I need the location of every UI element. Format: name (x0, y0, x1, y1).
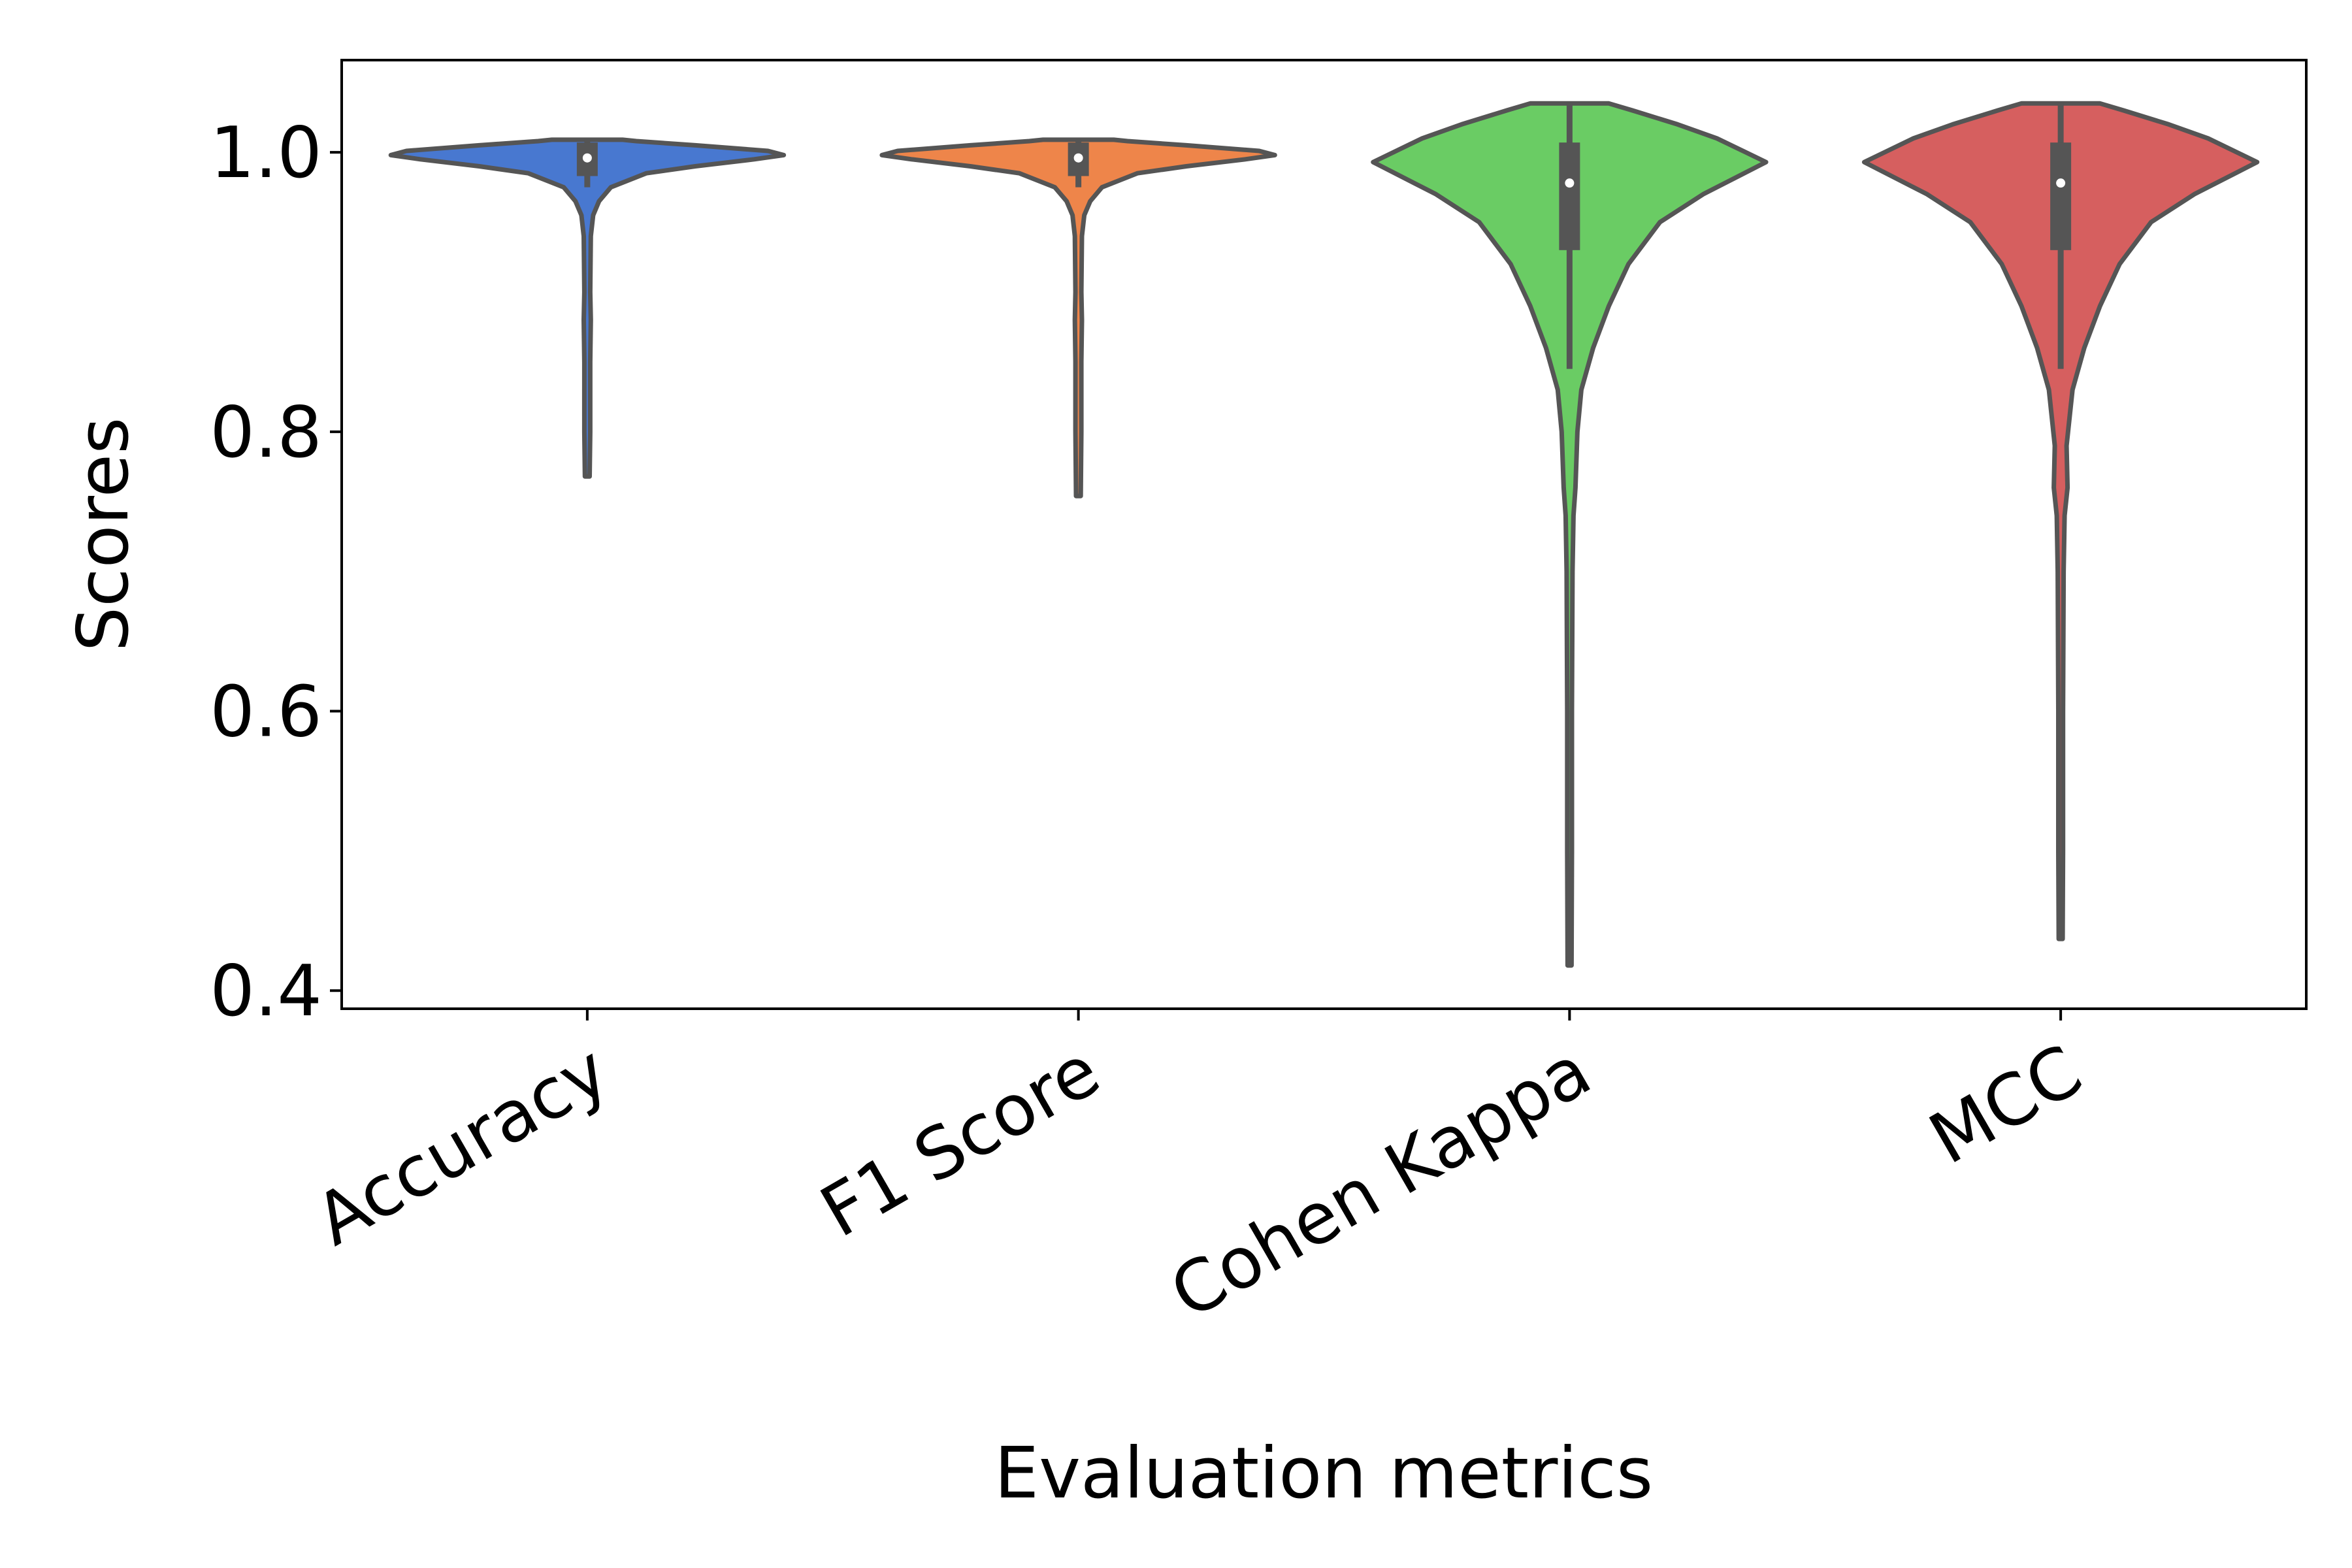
x-axis-label: Evaluation metrics (994, 1433, 1653, 1514)
violin-body (1861, 101, 2260, 941)
violin-median-dot (2056, 178, 2066, 188)
y-axis-label: Scores (63, 417, 144, 652)
y-axis: 0.4 0.6 0.8 1.0 (210, 112, 342, 1032)
y-tick-label: 0.6 (210, 672, 322, 753)
violin-cohen-kappa (1371, 101, 1769, 968)
violin-median-dot (582, 153, 592, 163)
violin-body (388, 137, 787, 479)
violins-layer (388, 101, 2260, 968)
y-tick-label: 0.4 (210, 951, 322, 1032)
violin-body (1371, 101, 1769, 968)
plot-frame (340, 59, 2308, 1010)
violin-median-dot (1073, 153, 1083, 163)
y-tick-label: 1.0 (210, 112, 322, 194)
violin-iqr-box (2050, 142, 2072, 250)
violin-f1-score (879, 137, 1277, 498)
violin-body (879, 137, 1277, 498)
violin-mcc (1861, 101, 2260, 941)
y-tick-label: 0.8 (210, 392, 322, 474)
violin-iqr-box (1559, 142, 1580, 250)
violin-median-dot (1565, 178, 1575, 188)
violin-accuracy (388, 137, 787, 479)
